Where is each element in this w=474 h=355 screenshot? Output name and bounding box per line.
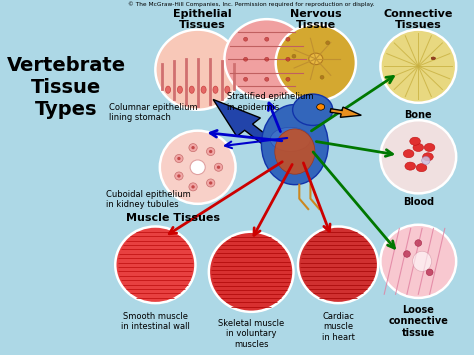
Ellipse shape [165,86,171,93]
Ellipse shape [320,75,324,79]
Ellipse shape [115,226,195,303]
Ellipse shape [410,137,420,145]
Ellipse shape [175,172,183,180]
Ellipse shape [217,165,220,169]
Ellipse shape [214,163,223,171]
Ellipse shape [207,179,215,187]
Ellipse shape [413,143,424,152]
Ellipse shape [160,131,236,204]
Ellipse shape [415,240,422,246]
Ellipse shape [412,251,431,271]
Ellipse shape [177,86,182,93]
Ellipse shape [213,86,218,93]
Ellipse shape [224,19,309,99]
Ellipse shape [276,24,356,101]
Ellipse shape [403,251,410,257]
Ellipse shape [298,226,378,303]
Ellipse shape [405,162,416,170]
Ellipse shape [244,57,248,61]
Ellipse shape [416,164,427,172]
Ellipse shape [275,129,315,174]
Ellipse shape [177,174,181,178]
Text: Vertebrate
Tissue
Types: Vertebrate Tissue Types [7,56,126,119]
Text: Bone: Bone [404,110,432,120]
Circle shape [292,94,333,125]
Ellipse shape [381,225,456,298]
Ellipse shape [431,57,436,60]
Ellipse shape [381,120,456,193]
Ellipse shape [286,77,290,81]
Ellipse shape [209,181,212,185]
Text: Nervous
Tissue: Nervous Tissue [290,9,342,30]
Ellipse shape [209,150,212,153]
Ellipse shape [286,57,290,61]
Text: Smooth muscle
in intestinal wall: Smooth muscle in intestinal wall [121,312,190,331]
Ellipse shape [422,157,430,164]
Ellipse shape [209,232,293,312]
Text: Loose
connective
tissue: Loose connective tissue [388,305,448,338]
Text: Blood: Blood [403,197,434,207]
Ellipse shape [225,86,230,93]
Text: Epithelial
Tissues: Epithelial Tissues [173,9,231,30]
Text: Connective
Tissues: Connective Tissues [383,9,453,30]
Ellipse shape [264,37,269,41]
Ellipse shape [262,104,328,185]
Text: © The McGraw-Hill Companies, Inc. Permission required for reproduction or displa: © The McGraw-Hill Companies, Inc. Permis… [128,2,374,7]
Circle shape [317,104,325,110]
Ellipse shape [431,57,436,60]
Ellipse shape [189,183,197,191]
Ellipse shape [207,147,215,155]
Ellipse shape [403,150,414,158]
Ellipse shape [270,127,310,151]
Ellipse shape [431,57,436,60]
Ellipse shape [326,41,330,45]
Ellipse shape [189,86,194,93]
Ellipse shape [189,144,197,152]
Text: Cardiac
muscle
in heart: Cardiac muscle in heart [322,312,355,342]
Text: Cuboidal epithelium
in kidney tubules: Cuboidal epithelium in kidney tubules [106,190,191,209]
Ellipse shape [191,185,195,189]
Text: Columnar epithelium
lining stomach: Columnar epithelium lining stomach [109,103,197,122]
Ellipse shape [309,53,323,65]
Text: Skeletal muscle
in voluntary
muscles: Skeletal muscle in voluntary muscles [218,319,284,349]
Text: Stratified epithelium
in epidermis: Stratified epithelium in epidermis [227,92,313,112]
Ellipse shape [286,37,290,41]
Ellipse shape [423,153,433,161]
FancyArrow shape [213,99,270,144]
Ellipse shape [426,269,433,275]
Ellipse shape [175,154,183,163]
Ellipse shape [201,86,206,93]
Ellipse shape [264,77,269,81]
Ellipse shape [191,146,195,149]
Ellipse shape [292,54,296,58]
Ellipse shape [424,143,435,152]
Text: Muscle Tissues: Muscle Tissues [127,213,220,223]
Ellipse shape [381,29,456,103]
Ellipse shape [190,160,205,175]
Ellipse shape [155,29,240,110]
Ellipse shape [431,57,436,60]
Ellipse shape [244,77,248,81]
Ellipse shape [264,57,269,61]
FancyArrow shape [330,107,361,117]
Ellipse shape [177,157,181,160]
Ellipse shape [244,37,248,41]
